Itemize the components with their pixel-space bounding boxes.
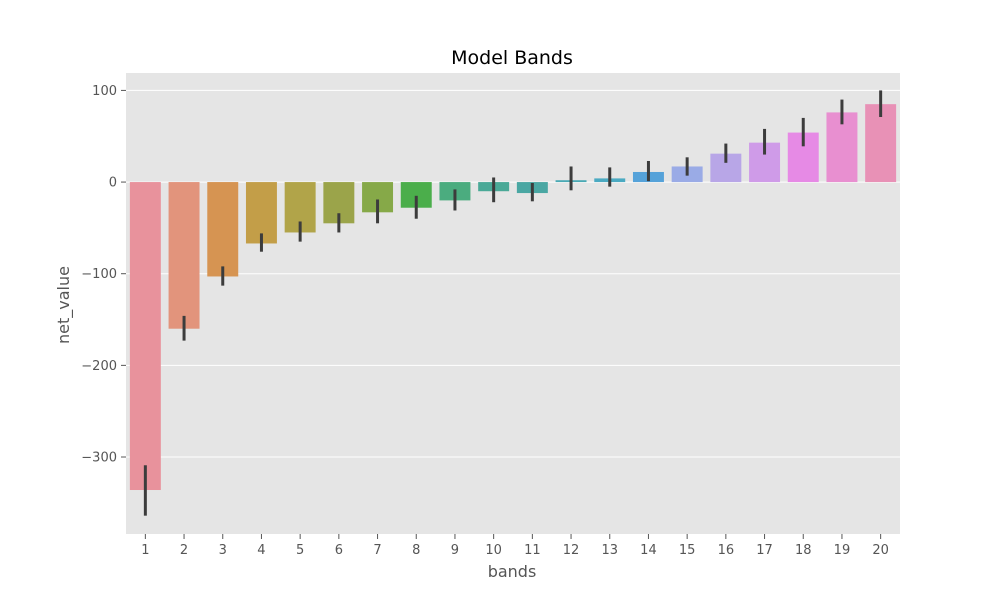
x-tick-label: 7 bbox=[373, 543, 381, 558]
chart-title: Model Bands bbox=[451, 47, 573, 69]
y-tick-label: 0 bbox=[109, 176, 117, 191]
bar bbox=[245, 182, 277, 244]
bar bbox=[168, 182, 200, 329]
x-axis-label: bands bbox=[488, 562, 537, 581]
x-tick-label: 20 bbox=[872, 543, 889, 558]
error-bars bbox=[143, 90, 883, 516]
x-tick-label: 16 bbox=[718, 543, 735, 558]
x-tick-label: 4 bbox=[257, 543, 265, 558]
x-tick-label: 8 bbox=[412, 543, 420, 558]
x-tick-label: 18 bbox=[795, 543, 812, 558]
x-tick-label: 12 bbox=[563, 543, 580, 558]
x-tick-label: 11 bbox=[524, 543, 541, 558]
x-tick-label: 17 bbox=[756, 543, 773, 558]
y-tick-label: −300 bbox=[81, 451, 117, 466]
x-tick-label: 2 bbox=[180, 543, 188, 558]
bar bbox=[865, 104, 897, 183]
y-tick-label: 100 bbox=[92, 84, 117, 99]
x-tick-label: 10 bbox=[485, 543, 502, 558]
y-tick-label: −200 bbox=[81, 359, 117, 374]
bar bbox=[207, 182, 239, 277]
y-axis-ticks: 100 0 −100 −200 −300 bbox=[81, 84, 126, 466]
x-tick-label: 5 bbox=[296, 543, 304, 558]
x-tick-label: 9 bbox=[451, 543, 459, 558]
x-tick-label: 15 bbox=[679, 543, 696, 558]
x-axis-ticks: 1 2 3 4 5 6 7 8 9 10 11 12 13 14 15 16 17 18 19 20 bbox=[141, 534, 889, 558]
y-tick-label: −100 bbox=[81, 267, 117, 282]
x-tick-label: 19 bbox=[834, 543, 851, 558]
plot-background bbox=[126, 73, 900, 534]
x-tick-label: 6 bbox=[335, 543, 343, 558]
x-tick-label: 14 bbox=[640, 543, 657, 558]
bars bbox=[129, 104, 897, 491]
bar bbox=[129, 182, 161, 491]
x-tick-label: 1 bbox=[141, 543, 149, 558]
x-tick-label: 13 bbox=[601, 543, 618, 558]
x-tick-label: 3 bbox=[219, 543, 227, 558]
y-axis-label: net_value bbox=[54, 266, 74, 344]
